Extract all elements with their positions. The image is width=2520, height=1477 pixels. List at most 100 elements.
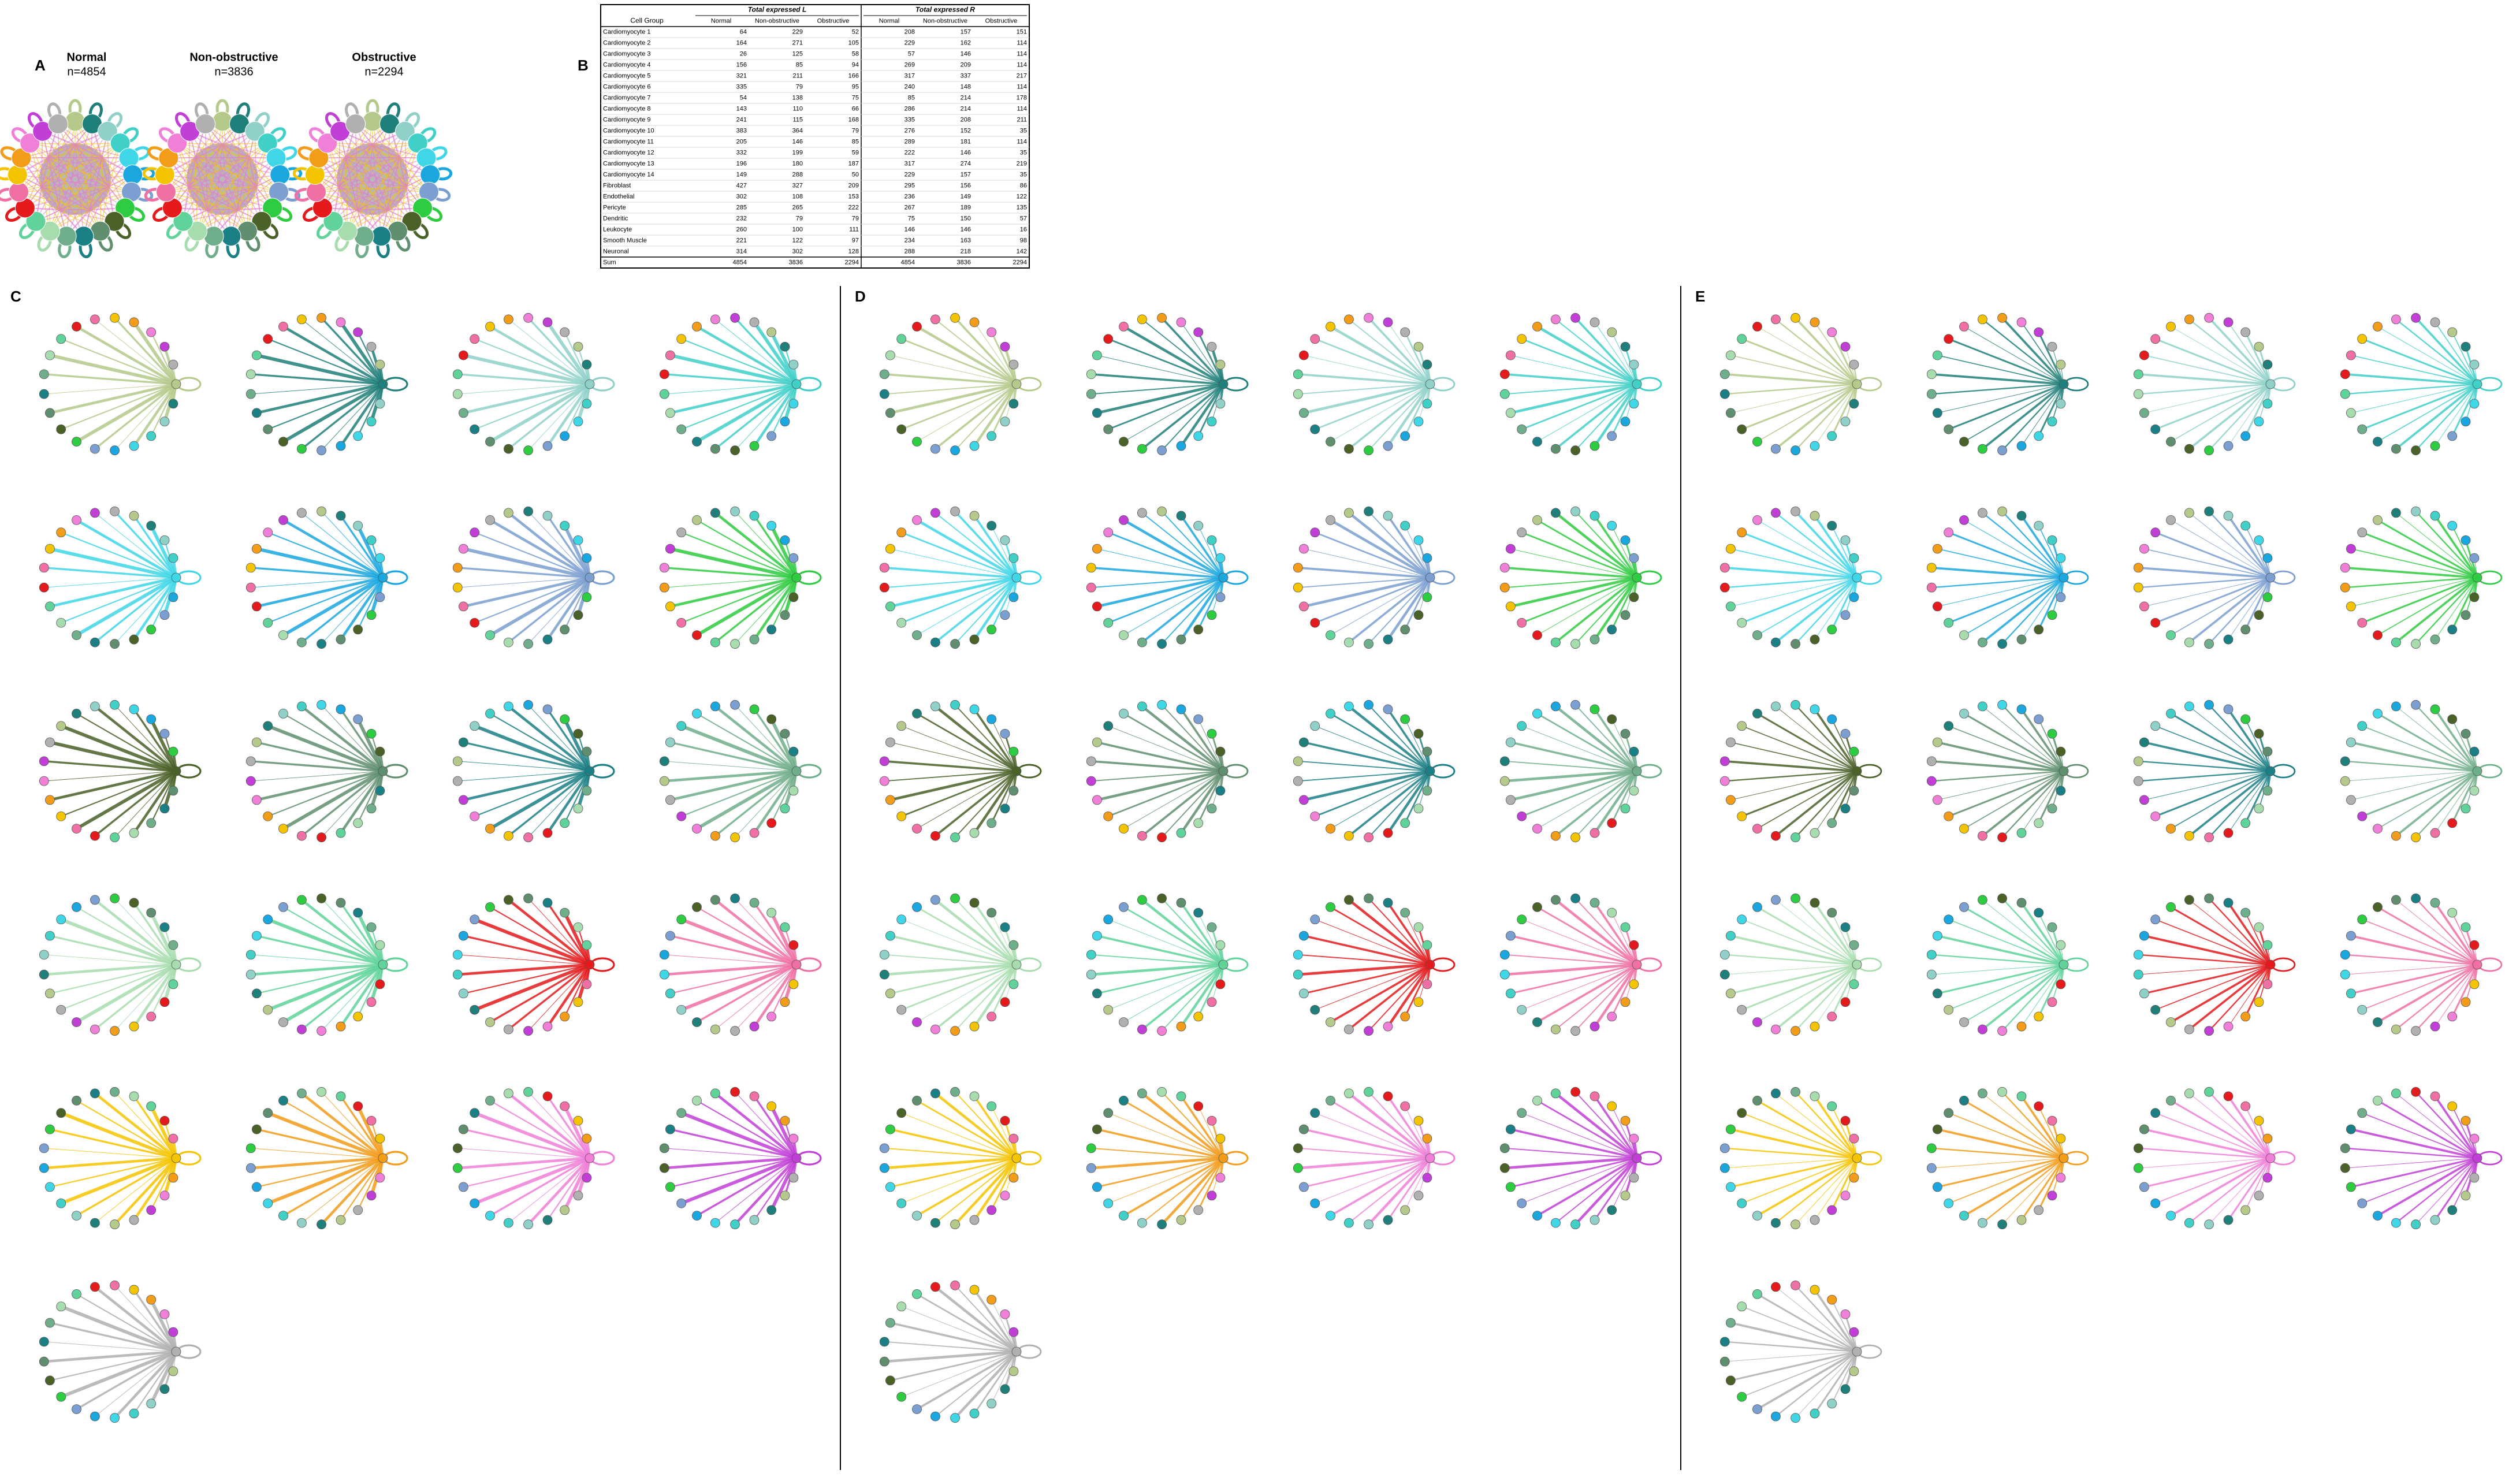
edge xyxy=(2345,760,2478,772)
edge xyxy=(2434,1095,2478,1159)
node xyxy=(1326,709,1335,719)
table-subheader: Obstructive xyxy=(817,17,850,24)
edge xyxy=(1123,519,1224,579)
edge xyxy=(935,319,1017,385)
node xyxy=(146,818,157,828)
table-cell: 114 xyxy=(1017,83,1027,90)
edge xyxy=(172,186,256,209)
node xyxy=(1840,416,1851,427)
edge xyxy=(1404,964,1431,1017)
edge xyxy=(1387,1158,1431,1221)
edge xyxy=(664,761,797,772)
edge xyxy=(2144,1157,2271,1188)
node xyxy=(1293,950,1303,960)
edge xyxy=(2451,1158,2478,1211)
node xyxy=(1752,824,1762,834)
edge xyxy=(1108,576,1224,624)
edge xyxy=(735,511,797,578)
edge xyxy=(463,963,590,994)
edge xyxy=(1611,525,1637,578)
table-cell: 168 xyxy=(848,116,859,123)
node xyxy=(336,511,346,521)
node xyxy=(2240,327,2251,337)
edge xyxy=(973,1095,1018,1159)
node xyxy=(353,1011,363,1022)
edge xyxy=(2451,912,2478,965)
node xyxy=(2223,898,2234,908)
edge xyxy=(133,515,177,578)
edge xyxy=(2038,719,2064,772)
edge xyxy=(1123,906,1224,966)
edge xyxy=(1795,1091,1858,1159)
node xyxy=(1293,776,1303,786)
edge xyxy=(2208,964,2271,1032)
node xyxy=(146,327,157,337)
edge xyxy=(189,131,250,158)
node xyxy=(1926,1143,1937,1154)
node xyxy=(1505,1182,1516,1192)
table-cell: 156 xyxy=(736,61,747,68)
node xyxy=(930,1024,940,1035)
node xyxy=(39,563,49,573)
node xyxy=(542,634,553,645)
node xyxy=(1011,379,1022,389)
node xyxy=(458,350,468,360)
edge xyxy=(884,1156,1017,1170)
node xyxy=(1008,979,1019,989)
node xyxy=(1840,1384,1851,1394)
edge xyxy=(1521,383,1637,430)
node xyxy=(879,389,889,399)
edge xyxy=(1108,383,1224,430)
node xyxy=(110,1026,120,1036)
node xyxy=(585,959,595,970)
edge xyxy=(133,708,177,772)
node xyxy=(912,824,922,834)
node xyxy=(1293,582,1303,593)
edge xyxy=(2170,713,2271,772)
edge xyxy=(1730,742,1858,772)
edge xyxy=(474,1156,591,1205)
edge xyxy=(934,1092,1018,1159)
node xyxy=(1422,592,1432,602)
edge xyxy=(1387,963,1431,1028)
edge xyxy=(94,383,177,450)
edge xyxy=(1741,725,1858,772)
edge xyxy=(463,769,590,802)
node xyxy=(1086,950,1096,960)
node xyxy=(1810,898,1820,908)
edge xyxy=(2138,566,2271,579)
edge xyxy=(1161,384,1224,451)
node xyxy=(1092,408,1102,418)
node xyxy=(156,181,177,202)
node xyxy=(1499,369,1510,380)
node xyxy=(1959,515,1969,525)
node xyxy=(1827,1294,1837,1305)
node xyxy=(1310,1004,1320,1015)
node xyxy=(485,515,495,525)
node xyxy=(1932,737,1942,747)
node xyxy=(1997,1219,2007,1230)
table-cell: 211 xyxy=(792,72,803,79)
node xyxy=(950,1087,960,1097)
node xyxy=(692,437,702,447)
edge xyxy=(1141,576,1224,643)
edge xyxy=(463,382,590,415)
edge xyxy=(1510,355,1637,385)
edge xyxy=(935,512,1017,578)
node xyxy=(1000,803,1010,814)
node xyxy=(879,1163,889,1173)
edge xyxy=(2170,963,2271,1024)
node xyxy=(2447,714,2458,724)
node xyxy=(2166,709,2176,719)
edge xyxy=(770,771,797,824)
node xyxy=(1517,527,1527,538)
node xyxy=(2047,997,2057,1007)
edge xyxy=(1161,898,1224,965)
node xyxy=(2472,572,2482,583)
edge xyxy=(1931,964,2064,975)
node xyxy=(912,437,922,447)
edge xyxy=(2362,1112,2478,1159)
edge xyxy=(1198,912,1224,965)
edge xyxy=(1814,964,1858,1027)
node xyxy=(458,1182,468,1192)
